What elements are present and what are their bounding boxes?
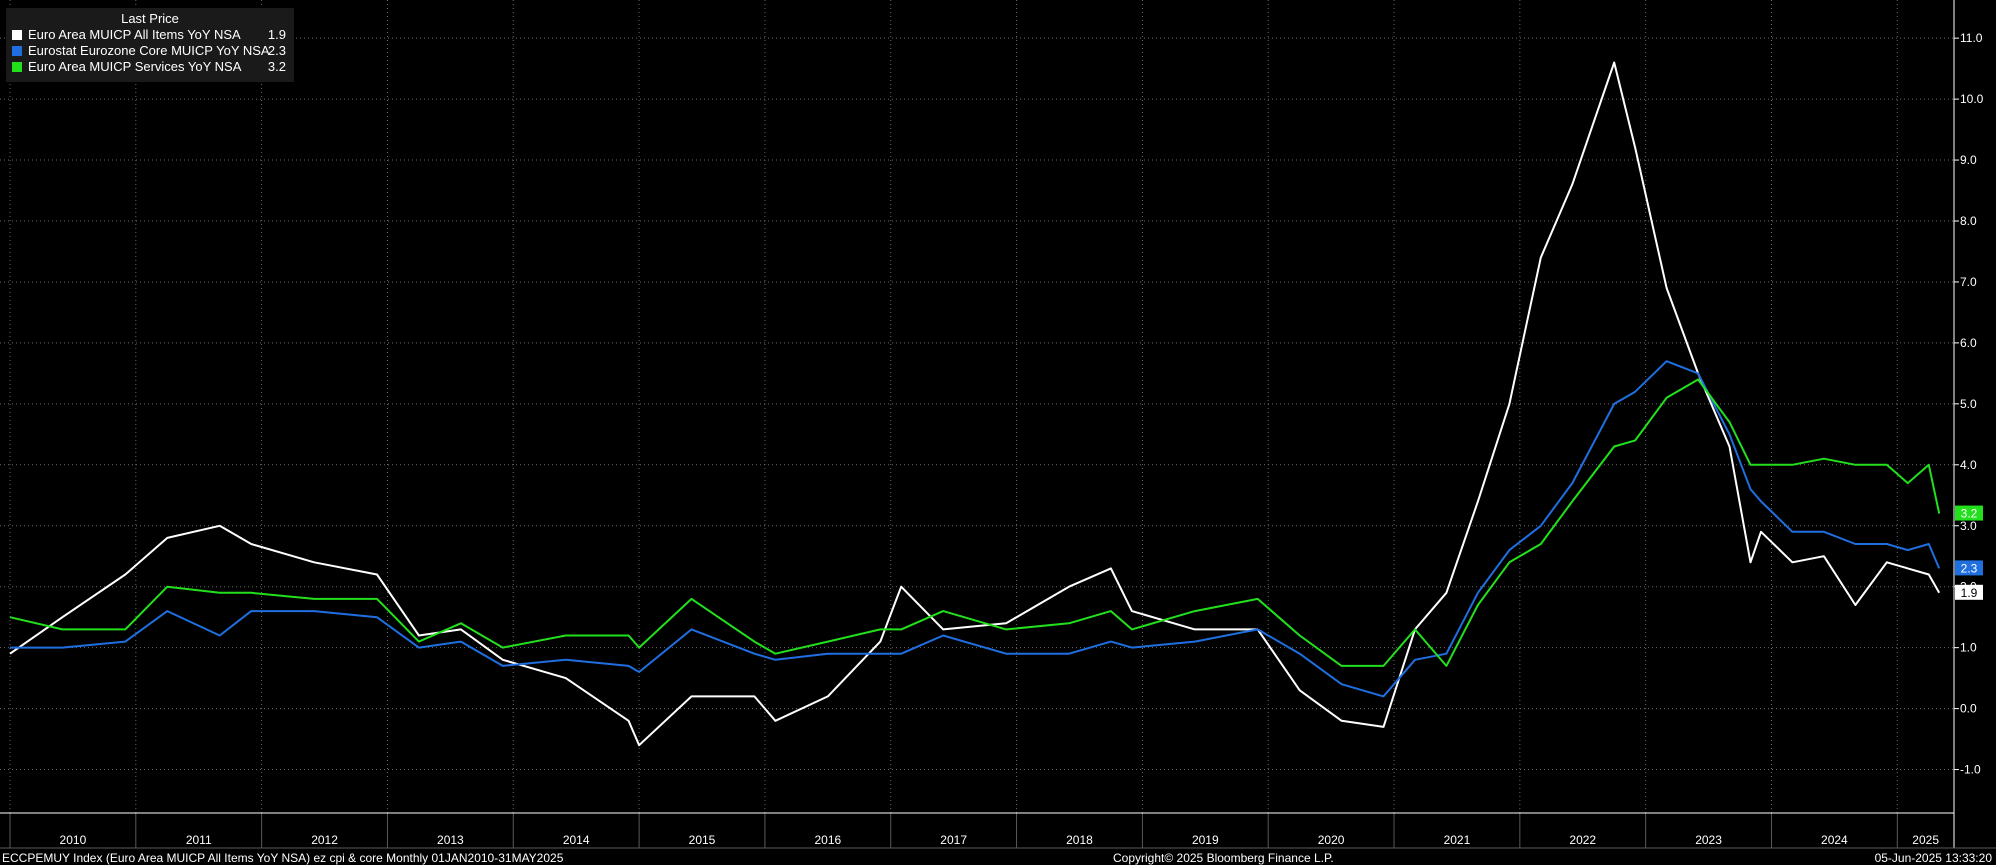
y-tick-label: 9.0 bbox=[1960, 153, 1977, 167]
x-tick-label: 2017 bbox=[940, 833, 967, 847]
x-tick-label: 2012 bbox=[311, 833, 338, 847]
legend: Last Price Euro Area MUICP All Items YoY… bbox=[6, 8, 294, 82]
last-value-text-0: 1.9 bbox=[1961, 586, 1978, 600]
x-tick-label: 2022 bbox=[1569, 833, 1596, 847]
footer-copyright: Copyright© 2025 Bloomberg Finance L.P. bbox=[1113, 851, 1334, 865]
legend-item-core: Eurostat Eurozone Core MUICP YoY NSA 2.3 bbox=[6, 43, 294, 59]
x-tick-label: 2021 bbox=[1444, 833, 1471, 847]
y-tick-label: 10.0 bbox=[1960, 92, 1984, 106]
x-tick-label: 2015 bbox=[689, 833, 716, 847]
legend-value-all-items: 1.9 bbox=[267, 27, 286, 42]
y-tick-label: 0.0 bbox=[1960, 702, 1977, 716]
x-tick-label: 2010 bbox=[60, 833, 87, 847]
series-lines bbox=[9, 61, 1941, 747]
legend-label-services: Euro Area MUICP Services YoY NSA bbox=[28, 59, 242, 74]
last-value-text-1: 2.3 bbox=[1961, 561, 1978, 575]
legend-item-services: Euro Area MUICP Services YoY NSA 3.2 bbox=[6, 59, 294, 75]
legend-swatch-all-items bbox=[12, 30, 22, 40]
x-tick-label: 2025 bbox=[1912, 833, 1939, 847]
y-tick-label: 4.0 bbox=[1960, 458, 1977, 472]
y-tick-label: -1.0 bbox=[1960, 763, 1981, 777]
x-tick-label: 2016 bbox=[814, 833, 841, 847]
grid-lines bbox=[0, 0, 1953, 813]
x-tick-label: 2011 bbox=[186, 833, 212, 847]
legend-label-all-items: Euro Area MUICP All Items YoY NSA bbox=[28, 27, 241, 42]
last-value-labels: 1.9 2.3 3.2 bbox=[1955, 505, 1983, 600]
legend-title: Last Price bbox=[121, 11, 179, 26]
legend-swatch-core bbox=[12, 46, 22, 56]
x-tick-label: 2019 bbox=[1192, 833, 1219, 847]
footer-timestamp: 05-Jun-2025 13:33:20 bbox=[1874, 851, 1992, 865]
x-axis-labels: 2010 2011 2012 2013 2014 2015 2016 2017 2018 2019… bbox=[60, 833, 1940, 847]
legend-value-services: 3.2 bbox=[267, 59, 286, 74]
y-tick-label: 5.0 bbox=[1960, 397, 1977, 411]
x-tick-label: 2024 bbox=[1821, 833, 1848, 847]
last-value-text-2: 3.2 bbox=[1961, 507, 1978, 521]
footer-ticker-description: ECCPEMUY Index (Euro Area MUICP All Item… bbox=[2, 851, 564, 865]
legend-label-core: Eurostat Eurozone Core MUICP YoY NSA bbox=[28, 43, 270, 58]
y-axis-labels: -1.00.01.02.03.04.05.06.07.08.09.010.011… bbox=[1960, 31, 1984, 776]
x-tick-label: 2023 bbox=[1695, 833, 1722, 847]
last-value-flag-2 bbox=[1955, 505, 1983, 521]
legend-item-all-items: Euro Area MUICP All Items YoY NSA 1.9 bbox=[6, 27, 294, 43]
x-tick-label: 2020 bbox=[1318, 833, 1345, 847]
x-tick-label: 2014 bbox=[563, 833, 590, 847]
y-tick-label: 11.0 bbox=[1960, 31, 1983, 45]
y-tick-label: 6.0 bbox=[1960, 336, 1977, 350]
y-tick-label: 8.0 bbox=[1960, 214, 1977, 228]
series-line-2 bbox=[9, 378, 1941, 667]
series-line-1 bbox=[10, 360, 1941, 698]
last-value-flag-1 bbox=[1955, 560, 1983, 576]
legend-swatch-services bbox=[12, 62, 22, 72]
x-tick-label: 2018 bbox=[1066, 833, 1093, 847]
legend-value-core: 2.3 bbox=[267, 43, 286, 58]
y-tick-label: 3.0 bbox=[1960, 519, 1977, 533]
x-tick-label: 2013 bbox=[437, 833, 464, 847]
y-tick-label: 1.0 bbox=[1960, 641, 1977, 655]
y-tick-label: 7.0 bbox=[1960, 275, 1977, 289]
last-value-flag-0 bbox=[1955, 584, 1983, 600]
